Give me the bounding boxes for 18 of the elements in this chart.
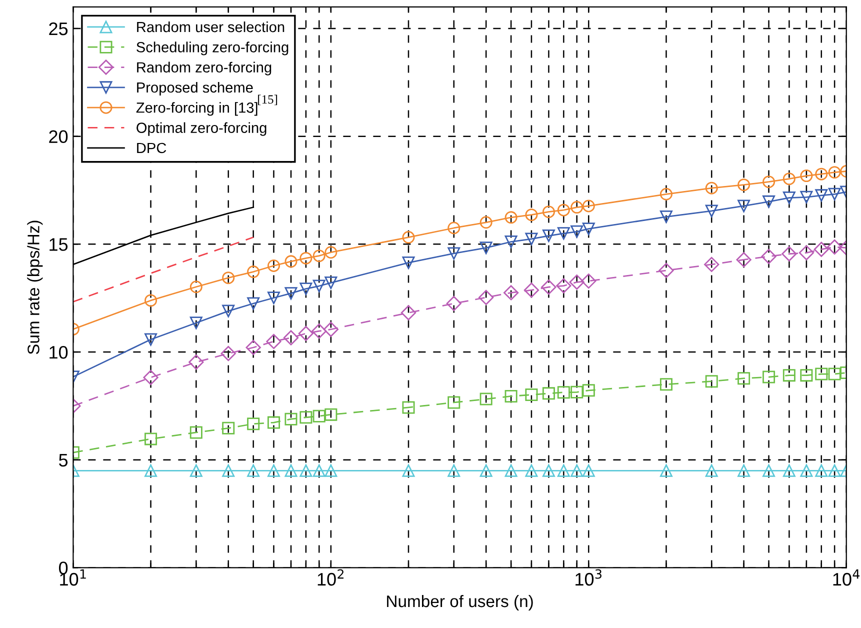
annotation: [15] [258,94,278,106]
legend-label: Proposed scheme [137,82,253,96]
x-tick-label: 10$^{4}$ [833,569,860,586]
legend-label: Zero-forcing in [13] [136,102,258,116]
legend-label: Random user selection [137,21,284,32]
y-tick-label: 25 [49,22,68,36]
y-tick-label: 5 [59,454,68,467]
legend-label: Scheduling zero-forcing [136,42,288,56]
y-tick-label: 20 [49,130,68,144]
y-tick-label: 15 [50,238,68,251]
legend-label: Random zero-forcing [137,62,272,76]
legend-label: DPC [137,142,166,154]
x-tick-label: 10$^{2}$ [318,569,344,586]
legend-label: Optimal zero-forcing [136,122,266,136]
y-axis-title: Sum rate (bps/Hz) [27,220,43,354]
x-axis-title: Number of users (n) [387,594,533,610]
y-tick-label: 10 [50,346,68,359]
x-tick-label: 10$^{3}$ [576,569,602,586]
